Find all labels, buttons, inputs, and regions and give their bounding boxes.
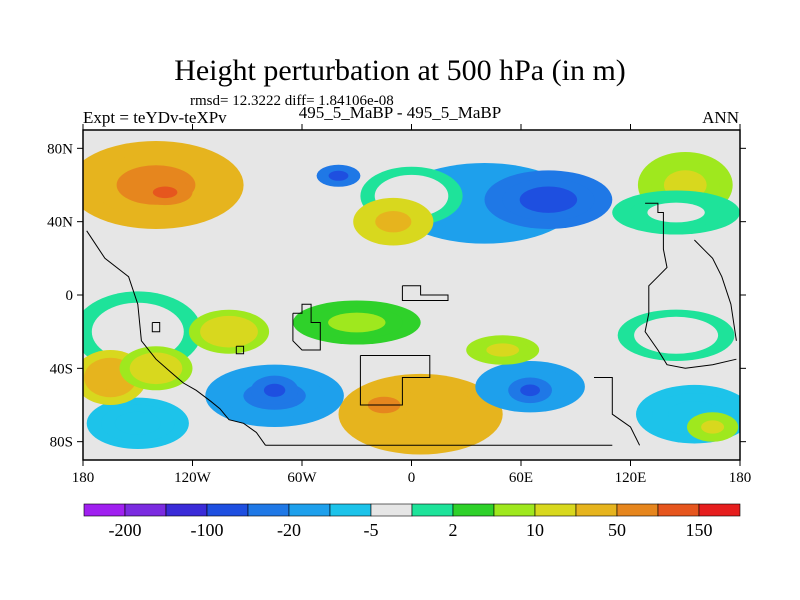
coastline xyxy=(151,322,161,333)
field-band xyxy=(263,383,286,397)
colorbar-swatch xyxy=(370,503,413,517)
field-band xyxy=(152,186,178,199)
x-tick-label: 180 xyxy=(72,470,95,486)
colorbar-swatch xyxy=(534,503,577,517)
colorbar-swatch xyxy=(83,503,126,517)
season-label: ANN xyxy=(702,108,739,127)
colorbar: -200 -100 -20 -5 2 10 50 150 xyxy=(83,503,741,540)
colorbar-label: 50 xyxy=(608,520,626,540)
colorbar-swatch xyxy=(288,503,331,517)
colorbar-label: -5 xyxy=(364,520,379,540)
axis-layer: 180 120W 60W 0 60E 120E 180 80N 40N 0 40S 80S xyxy=(47,124,751,486)
colorbar-label: -20 xyxy=(277,520,301,540)
field-band xyxy=(520,384,540,397)
coastline xyxy=(694,239,737,341)
colorbar-swatch xyxy=(657,503,700,517)
colorbar-swatch xyxy=(698,503,741,517)
coastline-layer xyxy=(86,202,737,446)
coastline xyxy=(359,355,431,406)
x-tick-label: 180 xyxy=(729,470,752,486)
field-band xyxy=(114,411,161,435)
colorbar-swatch xyxy=(493,503,536,517)
x-tick-label: 120W xyxy=(174,470,212,486)
field-band xyxy=(519,186,578,213)
colorbar-swatch xyxy=(575,503,618,517)
stats-label: rmsd= 12.3222 diff= 1.84106e-08 xyxy=(190,93,394,109)
colorbar-swatch xyxy=(616,503,659,517)
field-band xyxy=(328,312,386,333)
experiment-label: Expt = teYDv-teXPv xyxy=(83,108,227,127)
field-band xyxy=(94,365,127,390)
colorbar-label: 150 xyxy=(686,520,713,540)
colorbar-label: -200 xyxy=(109,520,142,540)
colorbar-label: 10 xyxy=(526,520,544,540)
coastline xyxy=(644,202,737,369)
field-band xyxy=(328,170,349,181)
field-band xyxy=(375,211,412,233)
x-tick-label: 120E xyxy=(615,470,647,486)
x-tick-label: 60W xyxy=(287,470,317,486)
coastline xyxy=(401,285,449,301)
field-band xyxy=(701,420,725,434)
y-tick-label: 0 xyxy=(66,288,74,304)
colorbar-label: -100 xyxy=(191,520,224,540)
chart-title: Height perturbation at 500 hPa (in m) xyxy=(174,54,626,87)
colorbar-label: 2 xyxy=(449,520,458,540)
y-tick-label: 80N xyxy=(47,141,73,157)
colorbar-swatch xyxy=(411,503,454,517)
colorbar-swatch xyxy=(247,503,290,517)
y-tick-label: 40S xyxy=(50,361,73,377)
y-tick-label: 40N xyxy=(47,215,73,231)
field-layer xyxy=(83,141,740,455)
x-tick-label: 60E xyxy=(509,470,533,486)
colorbar-swatch xyxy=(124,503,167,517)
field-band xyxy=(139,358,173,379)
coastline xyxy=(235,345,245,355)
x-tick-label: 0 xyxy=(408,470,416,486)
colorbar-swatch xyxy=(452,503,495,517)
field-band xyxy=(486,343,520,357)
field-band xyxy=(647,202,705,223)
coastline xyxy=(594,377,641,446)
colorbar-swatch xyxy=(206,503,249,517)
colorbar-swatch xyxy=(165,503,208,517)
coastline xyxy=(292,303,321,351)
field-band xyxy=(649,323,703,347)
colorbar-swatch xyxy=(329,503,372,517)
case-label: 495_5_MaBP - 495_5_MaBP xyxy=(298,103,502,122)
field-band xyxy=(210,321,248,342)
y-tick-label: 80S xyxy=(50,435,73,451)
plot-area xyxy=(83,130,740,460)
coastline xyxy=(86,230,266,446)
